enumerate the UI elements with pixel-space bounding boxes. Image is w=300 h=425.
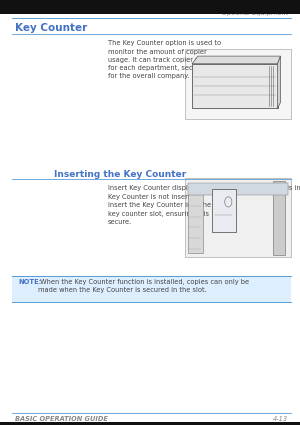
- Bar: [192, 64, 278, 108]
- Text: Optional Equipment: Optional Equipment: [221, 10, 288, 16]
- Bar: [273, 181, 285, 255]
- Text: Inserting the Key Counter: Inserting the Key Counter: [54, 170, 186, 179]
- Text: Key Counter: Key Counter: [15, 23, 87, 34]
- Bar: [184, 178, 291, 257]
- Text: The Key Counter option is used to
monitor the amount of copier
usage. It can tra: The Key Counter option is used to monito…: [108, 40, 221, 79]
- Bar: [0, 0, 300, 14]
- Text: 4-13: 4-13: [273, 416, 288, 422]
- Bar: [212, 189, 236, 232]
- Polygon shape: [278, 56, 280, 108]
- Text: Insert the Key Counter into the
key counter slot, ensuring it is
secure.: Insert the Key Counter into the key coun…: [108, 202, 211, 225]
- Bar: [184, 49, 291, 119]
- Polygon shape: [192, 56, 280, 64]
- Bar: [12, 276, 291, 302]
- Text: BASIC OPERATION GUIDE: BASIC OPERATION GUIDE: [15, 416, 108, 422]
- Text: NOTE:: NOTE:: [18, 279, 41, 285]
- Bar: [188, 183, 288, 196]
- Bar: [0, 422, 300, 425]
- Bar: [188, 183, 202, 253]
- Text: Insert Key Counter displays if the Key Counter option is installed and the
Key C: Insert Key Counter displays if the Key C…: [108, 185, 300, 200]
- Text: When the Key Counter function is installed, copies can only be
made when the Key: When the Key Counter function is install…: [38, 279, 250, 294]
